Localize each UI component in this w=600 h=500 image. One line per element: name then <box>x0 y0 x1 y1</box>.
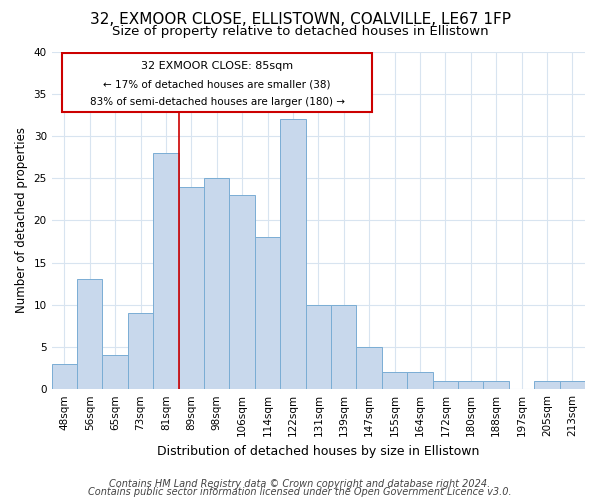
Bar <box>280 119 305 389</box>
Bar <box>356 347 382 389</box>
Bar <box>153 153 179 389</box>
Bar <box>52 364 77 389</box>
Bar <box>204 178 229 389</box>
Text: ← 17% of detached houses are smaller (38): ← 17% of detached houses are smaller (38… <box>103 80 331 90</box>
Bar <box>331 305 356 389</box>
Bar <box>103 356 128 389</box>
Bar <box>534 380 560 389</box>
Text: Contains HM Land Registry data © Crown copyright and database right 2024.: Contains HM Land Registry data © Crown c… <box>109 479 491 489</box>
Bar <box>560 380 585 389</box>
Bar <box>407 372 433 389</box>
Text: 83% of semi-detached houses are larger (180) →: 83% of semi-detached houses are larger (… <box>89 96 344 106</box>
Bar <box>458 380 484 389</box>
Text: Size of property relative to detached houses in Ellistown: Size of property relative to detached ho… <box>112 25 488 38</box>
Bar <box>484 380 509 389</box>
Bar <box>128 313 153 389</box>
Text: 32 EXMOOR CLOSE: 85sqm: 32 EXMOOR CLOSE: 85sqm <box>141 61 293 71</box>
Bar <box>229 195 255 389</box>
X-axis label: Distribution of detached houses by size in Ellistown: Distribution of detached houses by size … <box>157 444 479 458</box>
Bar <box>255 237 280 389</box>
Bar <box>382 372 407 389</box>
FancyBboxPatch shape <box>62 53 371 112</box>
Bar <box>77 280 103 389</box>
Bar <box>433 380 458 389</box>
Text: 32, EXMOOR CLOSE, ELLISTOWN, COALVILLE, LE67 1FP: 32, EXMOOR CLOSE, ELLISTOWN, COALVILLE, … <box>89 12 511 28</box>
Bar <box>179 186 204 389</box>
Y-axis label: Number of detached properties: Number of detached properties <box>15 128 28 314</box>
Text: Contains public sector information licensed under the Open Government Licence v3: Contains public sector information licen… <box>88 487 512 497</box>
Bar <box>305 305 331 389</box>
